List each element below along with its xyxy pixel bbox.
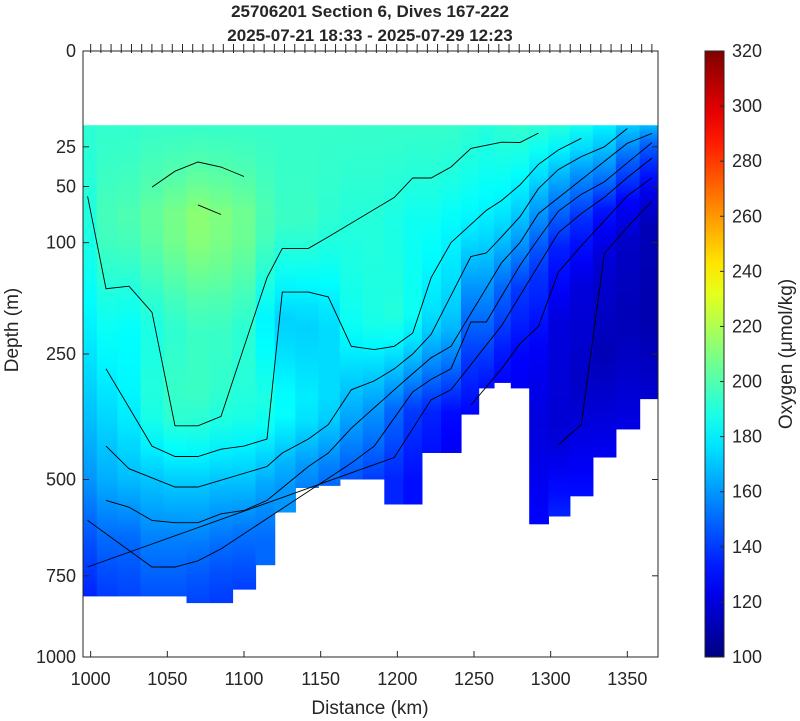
y-tick-label: 250 bbox=[46, 344, 76, 364]
y-axis-label: Depth (m) bbox=[2, 288, 23, 372]
contour-line bbox=[105, 128, 628, 488]
profile-column bbox=[232, 125, 257, 590]
contour-line bbox=[87, 132, 539, 427]
colorbar-tick-label: 100 bbox=[732, 647, 762, 667]
colorbar-tick-label: 120 bbox=[732, 592, 762, 612]
profile-column bbox=[569, 125, 594, 497]
contour-line bbox=[105, 137, 582, 457]
profile-column bbox=[615, 125, 641, 430]
dive-ticks bbox=[90, 44, 653, 53]
y-tick-label: 1000 bbox=[36, 647, 76, 667]
colorbar bbox=[704, 50, 725, 658]
contour-line bbox=[105, 132, 653, 524]
profile-column bbox=[493, 125, 512, 383]
profile-column bbox=[441, 125, 462, 453]
colorbar-tick-label: 320 bbox=[732, 41, 762, 61]
profile-column bbox=[117, 125, 142, 597]
profile-column bbox=[592, 125, 617, 458]
contour-line bbox=[197, 204, 222, 215]
profile-column bbox=[318, 125, 341, 486]
colorbar-label: Oxygen (μmol/kg) bbox=[776, 279, 797, 429]
colorbar-tick-label: 300 bbox=[732, 96, 762, 116]
profile-column bbox=[163, 125, 188, 597]
contour-line bbox=[558, 200, 653, 446]
x-tick-label: 1050 bbox=[147, 669, 187, 689]
x-tick-label: 1000 bbox=[71, 669, 111, 689]
profile-column bbox=[548, 125, 571, 517]
x-axis-label: Distance (km) bbox=[311, 698, 428, 719]
y-axis: 0 25 50 100 250 500 750 1000 bbox=[36, 41, 658, 667]
profile-column bbox=[255, 125, 276, 566]
colorbar-tick-label: 220 bbox=[732, 316, 762, 336]
profile-column bbox=[140, 125, 165, 597]
oxygen-field bbox=[83, 125, 658, 604]
contour-line bbox=[470, 177, 653, 406]
chart-title: 25706201 Section 6, Dives 167-222 bbox=[231, 2, 509, 21]
x-tick-label: 1300 bbox=[531, 669, 571, 689]
profile-column bbox=[209, 125, 234, 604]
colorbar-tick-label: 260 bbox=[732, 206, 762, 226]
colorbar-tick-label: 160 bbox=[732, 482, 762, 502]
colorbar-tick-label: 200 bbox=[732, 372, 762, 392]
profile-column bbox=[362, 125, 385, 480]
profile-column bbox=[403, 125, 423, 505]
x-tick-label: 1250 bbox=[454, 669, 494, 689]
colorbar-tick-label: 180 bbox=[732, 427, 762, 447]
y-tick-label: 750 bbox=[46, 566, 76, 586]
profile-column bbox=[96, 125, 119, 597]
chart-subtitle: 2025-07-21 18:33 - 2025-07-29 12:23 bbox=[227, 26, 512, 45]
y-tick-label: 100 bbox=[46, 233, 76, 253]
x-tick-label: 1100 bbox=[225, 669, 264, 689]
profile-column bbox=[274, 125, 296, 513]
colorbar-tick-label: 140 bbox=[732, 537, 762, 557]
colorbar-tick-label: 240 bbox=[732, 261, 762, 281]
profile-column bbox=[295, 125, 319, 488]
y-tick-label: 500 bbox=[46, 470, 76, 490]
y-tick-label: 0 bbox=[66, 41, 76, 61]
profile-column bbox=[186, 125, 211, 604]
x-axis: 1000 1050 1100 1150 1200 1250 1300 1350 bbox=[71, 651, 647, 689]
x-tick-label: 1200 bbox=[377, 669, 417, 689]
y-tick-label: 25 bbox=[56, 137, 76, 157]
contour-line bbox=[151, 161, 245, 188]
y-tick-label: 50 bbox=[56, 177, 76, 197]
oxygen-contours bbox=[87, 128, 653, 568]
profile-column bbox=[639, 125, 658, 400]
colorbar-ticks: 100 120 140 160 180 200 220 240 260 280 300 320 bbox=[720, 41, 762, 667]
contour-line bbox=[87, 157, 653, 568]
x-tick-label: 1350 bbox=[607, 669, 647, 689]
contour-line bbox=[87, 142, 653, 568]
profile-column bbox=[339, 125, 364, 480]
profile-column bbox=[421, 125, 442, 453]
colorbar-tick-label: 280 bbox=[732, 151, 762, 171]
profile-column bbox=[478, 125, 495, 389]
profile-column bbox=[460, 125, 480, 415]
x-tick-label: 1150 bbox=[301, 669, 340, 689]
profile-column bbox=[384, 125, 405, 505]
profile-column bbox=[510, 125, 530, 389]
